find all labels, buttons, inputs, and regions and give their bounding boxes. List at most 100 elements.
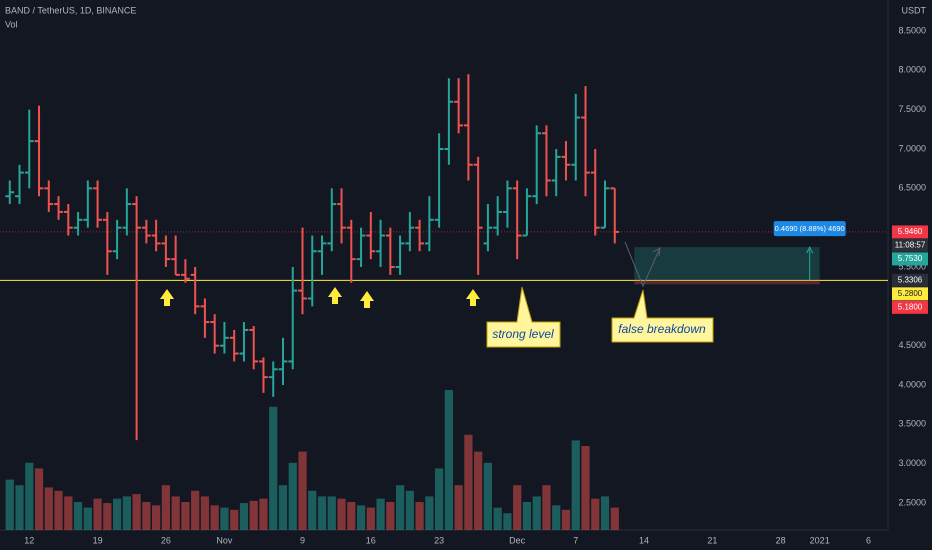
volume-bar	[415, 502, 424, 530]
volume-bar	[93, 498, 102, 530]
volume-bar	[161, 485, 170, 530]
volume-bar	[181, 502, 190, 530]
volume-bar	[542, 485, 551, 530]
volume-bar	[171, 496, 180, 530]
y-tick-label: 8.0000	[898, 65, 926, 75]
x-tick-label: 28	[776, 535, 786, 545]
volume-bar	[317, 496, 327, 530]
x-tick-label: 12	[24, 535, 34, 545]
volume-bar	[513, 485, 522, 530]
volume-bar	[561, 509, 571, 530]
measure-arrowhead	[806, 245, 814, 254]
x-tick-label: 23	[434, 535, 444, 545]
price-label-bg	[892, 225, 928, 239]
volume-bar	[200, 496, 210, 530]
y-tick-label: 3.0000	[898, 458, 926, 468]
x-tick-label: 7	[573, 535, 578, 545]
volume-bar	[386, 502, 395, 530]
x-tick-label: 14	[639, 535, 649, 545]
y-tick-label: 2.5000	[898, 497, 926, 507]
volume-bar	[230, 509, 239, 530]
currency: USDT	[902, 5, 927, 15]
volume-bar	[581, 446, 590, 530]
volume-bar	[103, 503, 112, 530]
volume-bar	[405, 490, 414, 530]
volume-bar	[122, 496, 131, 530]
volume-bar	[259, 498, 268, 530]
x-tick-label: 16	[366, 535, 376, 545]
arrow-up	[466, 289, 480, 306]
volume-bar	[532, 496, 541, 530]
volume-bar	[444, 390, 453, 530]
volume-bar	[5, 479, 14, 530]
volume-bar	[366, 507, 375, 530]
price-label: 11:08:57	[895, 241, 926, 250]
x-tick-label: 19	[93, 535, 103, 545]
volume-bar	[269, 406, 278, 530]
arrow-up	[360, 291, 374, 308]
volume-bar	[600, 496, 610, 530]
callout-text: strong level	[492, 327, 554, 341]
y-tick-label: 4.5000	[898, 340, 926, 350]
volume-bar	[220, 507, 229, 530]
x-tick-label: Nov	[216, 535, 233, 545]
price-label: 5.9460	[898, 227, 923, 236]
volume-bar	[376, 498, 385, 530]
y-tick-label: 4.0000	[898, 379, 926, 389]
volume-bar	[474, 451, 483, 530]
forecast-arrowhead	[652, 247, 661, 257]
volume-bar	[152, 505, 161, 530]
volume-bar	[239, 503, 249, 530]
volume-bar	[435, 468, 444, 530]
volume-bar	[44, 487, 53, 530]
volume-bar	[591, 498, 600, 530]
volume-bar	[73, 502, 83, 530]
volume-bar	[83, 507, 92, 530]
volume-bar	[454, 485, 463, 530]
volume-bar	[483, 462, 493, 530]
price-label: 5.7530	[898, 254, 923, 263]
y-tick-label: 7.0000	[898, 143, 926, 153]
price-label-bg	[892, 300, 928, 314]
measure-label-bg	[773, 221, 846, 237]
volume-bar	[278, 485, 288, 530]
volume-bar	[288, 462, 297, 530]
price-label-bg	[892, 252, 928, 266]
callout-box	[486, 286, 561, 348]
price-label: 5.2800	[898, 289, 923, 298]
volume-label: Vol	[5, 19, 18, 29]
volume-bar	[493, 507, 502, 530]
volume-bar	[308, 490, 317, 530]
x-tick-label: 9	[300, 535, 305, 545]
volume-bar	[142, 502, 151, 530]
arrow-up	[328, 287, 342, 304]
arrow-up	[160, 289, 174, 306]
volume-bar	[356, 505, 366, 530]
volume-bar	[395, 485, 405, 530]
chart-title: BAND / TetherUS, 1D, BINANCE	[5, 5, 136, 15]
volume-bar	[610, 507, 619, 530]
volume-bar	[132, 494, 141, 530]
volume-bar	[298, 451, 307, 530]
price-label: 5.1800	[898, 302, 923, 311]
volume-bar	[191, 490, 200, 530]
volume-bar	[347, 502, 356, 530]
volume-bar	[15, 485, 24, 530]
volume-bar	[522, 502, 532, 530]
callout-box	[611, 289, 714, 343]
plot: 0.4690 (8.88%) 4690	[0, 74, 888, 530]
x-tick-label: 2021	[810, 535, 830, 545]
price-label-bg	[892, 287, 928, 301]
volume-bar	[337, 498, 346, 530]
volume-bar	[464, 434, 473, 530]
forecast-path	[624, 241, 661, 288]
volume-bar	[210, 505, 219, 530]
volume-bar	[64, 496, 73, 530]
price-label-bg	[892, 273, 928, 287]
stop-zone	[634, 280, 820, 285]
volume-bar	[571, 440, 580, 530]
volume-bar	[249, 500, 258, 530]
arrow-markers	[160, 287, 480, 308]
x-tick-label: 26	[161, 535, 171, 545]
